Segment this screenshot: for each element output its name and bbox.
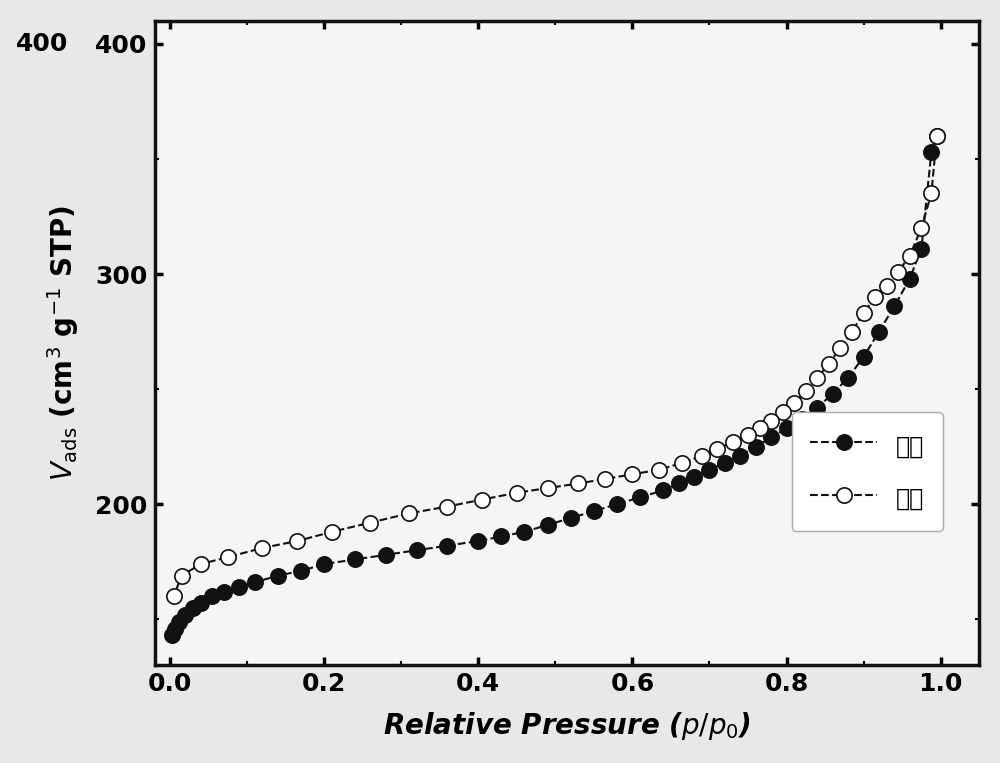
吸附 (272, 571, 284, 580)
脱附 (403, 509, 415, 518)
脱附 (195, 559, 207, 568)
吸附 (796, 414, 808, 423)
吸附 (904, 274, 916, 283)
脱附 (572, 479, 584, 488)
吸附 (888, 301, 900, 311)
吸附 (915, 244, 927, 253)
脱附 (834, 343, 846, 353)
脱附 (931, 131, 943, 140)
脱附 (256, 543, 268, 552)
脱附 (326, 527, 338, 536)
脱附 (754, 423, 766, 433)
吸附 (518, 527, 530, 536)
Legend: 吸附, 脱附: 吸附, 脱附 (792, 413, 943, 532)
脱附 (777, 407, 789, 417)
脱附 (915, 224, 927, 233)
脱附 (542, 484, 554, 493)
吸附 (169, 624, 181, 633)
吸附 (873, 327, 885, 336)
脱附 (892, 267, 904, 276)
吸附 (166, 631, 178, 640)
吸附 (349, 555, 361, 564)
吸附 (318, 559, 330, 568)
脱附 (291, 536, 303, 546)
吸附 (842, 373, 854, 382)
脱附 (727, 437, 739, 446)
吸附 (634, 493, 646, 502)
吸附 (195, 599, 207, 608)
吸附 (719, 459, 731, 468)
脱附 (904, 251, 916, 260)
吸附 (233, 582, 245, 591)
吸附 (542, 520, 554, 530)
脱附 (711, 444, 723, 453)
脱附 (846, 327, 858, 336)
脱附 (696, 451, 708, 460)
吸附 (588, 507, 600, 516)
脱附 (441, 502, 453, 511)
脱附 (925, 189, 937, 198)
吸附 (925, 147, 937, 156)
脱附 (511, 488, 523, 497)
脱附 (869, 292, 881, 301)
吸附 (827, 389, 839, 398)
X-axis label: Relative Pressure ($\mathit{p/p_0}$): Relative Pressure ($\mathit{p/p_0}$) (383, 710, 751, 742)
吸附 (688, 472, 700, 481)
吸附 (380, 550, 392, 559)
脱附 (811, 373, 823, 382)
脱附 (881, 281, 893, 290)
Line: 吸附: 吸附 (165, 128, 944, 643)
吸附 (858, 353, 870, 362)
脱附 (676, 459, 688, 468)
脱附 (742, 430, 754, 439)
脱附 (788, 398, 800, 407)
脱附 (222, 552, 234, 562)
脱附 (599, 475, 611, 484)
吸附 (734, 451, 746, 460)
脱附 (176, 571, 188, 580)
吸附 (611, 500, 623, 509)
脱附 (765, 417, 777, 426)
Y-axis label: $\mathit{V}_{\mathrm{ads}}$ (cm$^3$ g$^{-1}$ STP): $\mathit{V}_{\mathrm{ads}}$ (cm$^3$ g$^{… (45, 205, 81, 481)
吸附 (187, 604, 199, 613)
吸附 (811, 403, 823, 412)
脱附 (168, 591, 180, 600)
吸附 (657, 486, 669, 495)
吸附 (765, 433, 777, 442)
脱附 (858, 308, 870, 317)
脱附 (823, 359, 835, 369)
吸附 (781, 423, 793, 433)
吸附 (673, 479, 685, 488)
脱附 (364, 518, 376, 527)
吸附 (411, 546, 423, 555)
吸附 (179, 610, 191, 620)
Text: 400: 400 (16, 32, 68, 56)
脱附 (476, 495, 488, 504)
吸附 (931, 131, 943, 140)
脱附 (800, 387, 812, 396)
吸附 (472, 536, 484, 546)
脱附 (653, 465, 665, 475)
吸附 (295, 566, 307, 575)
吸附 (173, 617, 185, 626)
Line: 脱附: 脱附 (166, 128, 944, 604)
吸附 (750, 442, 762, 451)
吸附 (565, 513, 577, 523)
吸附 (249, 578, 261, 587)
吸附 (218, 587, 230, 596)
吸附 (206, 591, 218, 600)
吸附 (495, 532, 507, 541)
吸附 (441, 541, 453, 550)
脱附 (626, 470, 638, 479)
吸附 (703, 465, 715, 475)
